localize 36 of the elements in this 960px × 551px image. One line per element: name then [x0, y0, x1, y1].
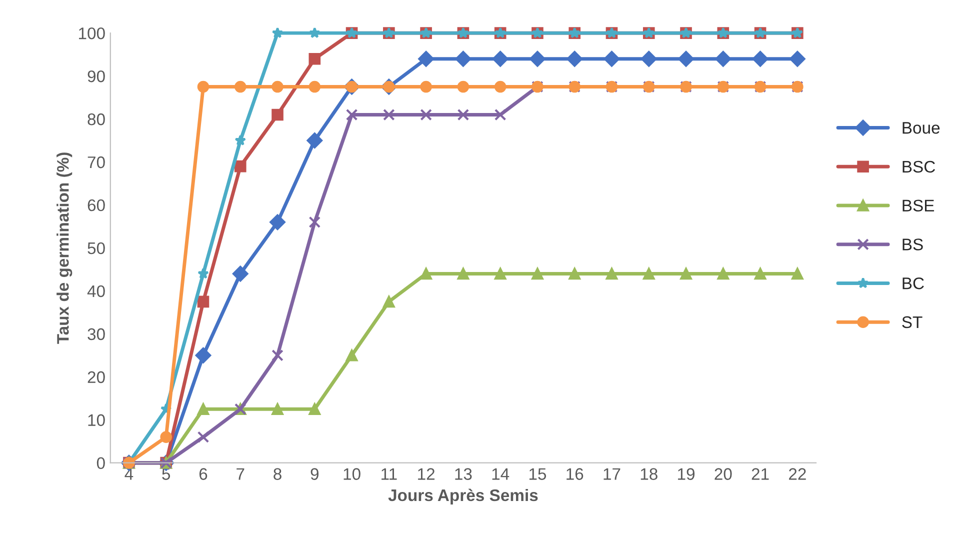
x-tick-label: 20	[714, 468, 732, 480]
y-axis-title: Taux de germination (%)	[56, 152, 72, 344]
y-tick-label: 20	[88, 371, 105, 384]
x-tick-label: 10	[344, 468, 360, 480]
y-tick-label: 30	[88, 328, 105, 340]
y-tick-label: 80	[88, 113, 105, 126]
x-tick-label: 6	[199, 468, 208, 480]
y-tick-label: 100	[79, 27, 105, 40]
x-tick-label: 9	[310, 468, 318, 480]
x-tick-label: 7	[236, 468, 244, 480]
y-tick-label: 40	[87, 285, 105, 298]
legend-label: BS	[902, 238, 923, 250]
x-tick-label: 16	[566, 468, 584, 480]
x-tick-label: 18	[640, 468, 658, 480]
legend-label: BC	[902, 277, 924, 290]
y-tick-label: 50	[88, 242, 105, 254]
x-tick-label: 15	[529, 468, 546, 480]
legend-label: BSC	[902, 160, 936, 173]
y-tick-label: 60	[88, 199, 105, 212]
y-tick-label: 0	[96, 457, 105, 470]
y-tick-label: 10	[88, 414, 105, 426]
legend-label: BSE	[902, 200, 934, 212]
x-tick-label: 22	[789, 468, 806, 480]
y-tick-label: 90	[88, 70, 105, 82]
x-axis-title: Jours Après Semis	[388, 488, 538, 504]
y-tick-label: 70	[88, 156, 105, 168]
x-tick-label: 21	[752, 468, 769, 480]
x-tick-label: 13	[455, 468, 472, 480]
x-tick-label: 19	[678, 468, 694, 480]
x-tick-label: 14	[492, 468, 510, 480]
x-tick-label: 12	[418, 468, 434, 480]
x-tick-label: 11	[382, 468, 397, 480]
legend-label: ST	[902, 316, 922, 328]
x-tick-label: 8	[274, 468, 282, 480]
x-tick-label: 17	[604, 468, 620, 480]
legend-label: Boue	[902, 122, 940, 134]
